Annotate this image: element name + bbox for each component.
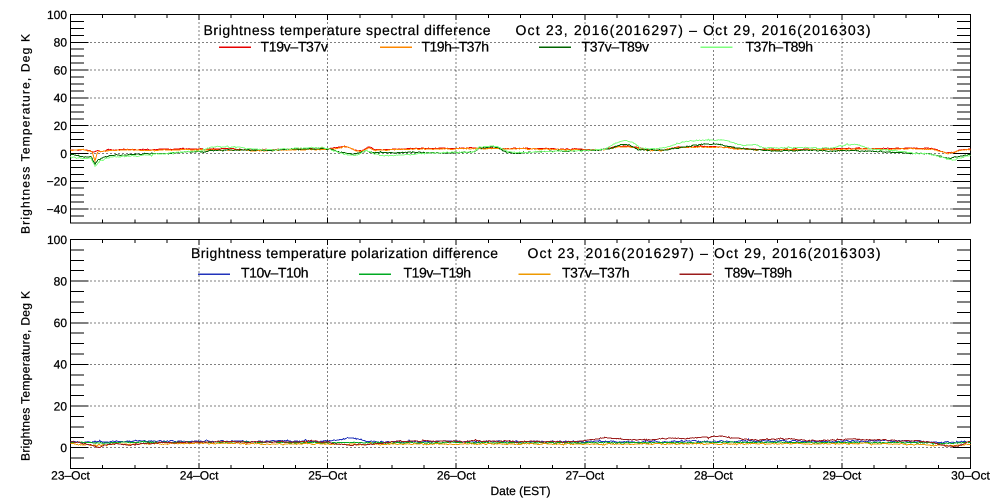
svg-text:60: 60 [54,316,68,330]
svg-text:−20: −20 [47,175,68,189]
svg-text:27–Oct: 27–Oct [565,469,604,483]
svg-text:30–Oct: 30–Oct [951,469,990,483]
svg-text:Date (EST): Date (EST) [490,484,550,498]
svg-text:−40: −40 [47,202,68,216]
svg-text:T37v–T37h: T37v–T37h [562,265,630,281]
svg-text:24–Oct: 24–Oct [180,469,219,483]
svg-text:29–Oct: 29–Oct [823,469,862,483]
svg-text:25–Oct: 25–Oct [308,469,347,483]
svg-text:Brightness temperature spectra: Brightness temperature spectral differen… [204,22,491,38]
svg-text:0: 0 [60,441,67,455]
svg-text:100: 100 [47,233,67,247]
svg-text:20: 20 [54,399,68,413]
svg-text:60: 60 [54,63,68,77]
svg-text:T19h–T37h: T19h–T37h [422,39,490,55]
svg-text:T10v–T10h: T10v–T10h [241,265,309,281]
svg-text:26–Oct: 26–Oct [437,469,476,483]
svg-text:80: 80 [54,36,68,50]
svg-text:40: 40 [54,358,68,372]
svg-text:Brightness temperature polariz: Brightness temperature polarization diff… [191,245,498,261]
svg-text:20: 20 [54,119,68,133]
svg-text:40: 40 [54,91,68,105]
svg-text:0: 0 [60,147,67,161]
svg-text:Oct 23, 2016(2016297) – Oct 29: Oct 23, 2016(2016297) – Oct 29, 2016(201… [516,22,871,38]
svg-text:100: 100 [47,8,67,22]
svg-text:T19v–T19h: T19v–T19h [404,265,472,281]
svg-text:T89v–T89h: T89v–T89h [725,265,793,281]
svg-text:Brightness Temperature, Deg K: Brightness Temperature, Deg K [19,34,33,234]
svg-text:80: 80 [54,274,68,288]
svg-text:Brightnes Temperature, Deg K: Brightnes Temperature, Deg K [19,291,33,461]
svg-text:28–Oct: 28–Oct [694,469,733,483]
svg-text:Oct 23, 2016(2016297) – Oct 29: Oct 23, 2016(2016297) – Oct 29, 2016(201… [528,245,881,261]
svg-text:T37h–T89h: T37h–T89h [746,39,814,55]
svg-text:23–Oct: 23–Oct [51,469,90,483]
svg-text:T19v–T37v: T19v–T37v [261,39,329,55]
svg-text:T37v–T89v: T37v–T89v [582,39,650,55]
